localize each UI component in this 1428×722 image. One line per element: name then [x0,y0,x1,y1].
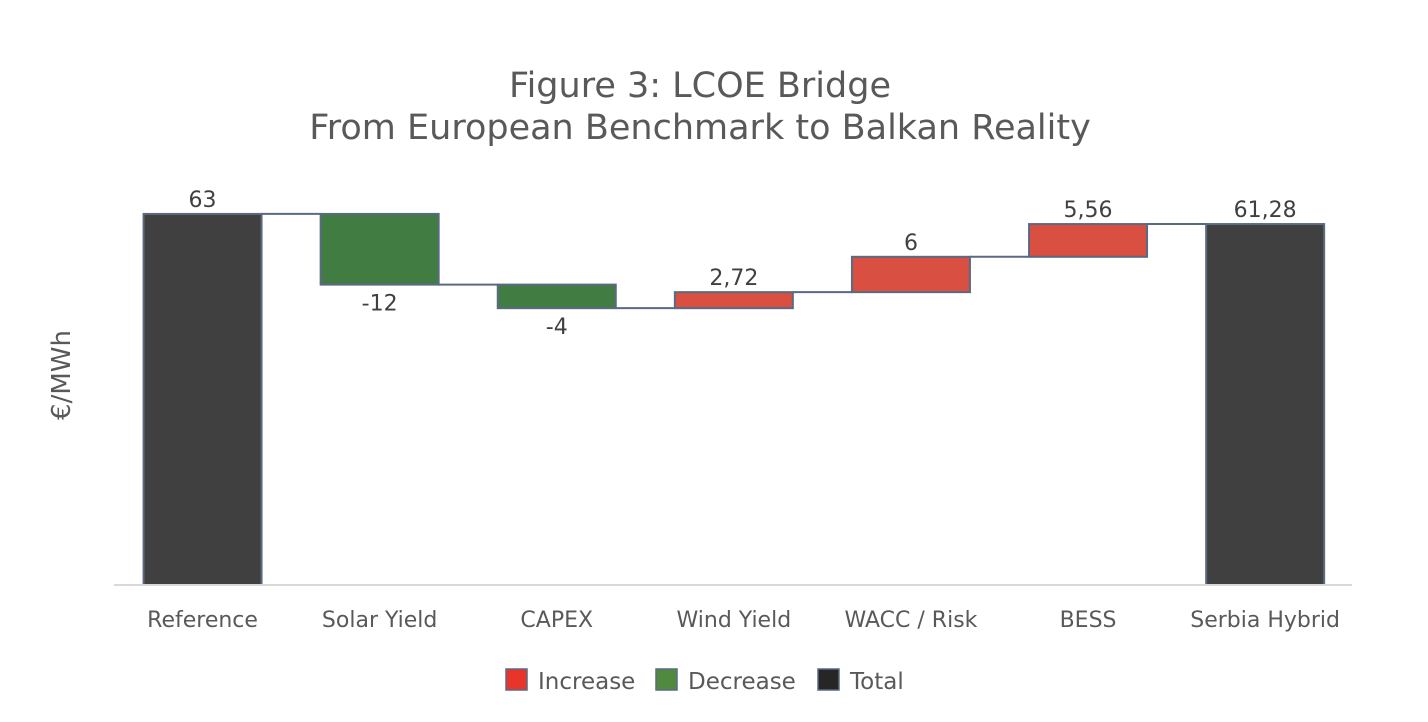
data-label-bess: 5,56 [1064,198,1113,223]
legend-swatch-increase [505,668,528,691]
legend-swatch-decrease [655,668,678,691]
y-axis-label: €/MWh [47,330,77,420]
data-label-wind-yield: 2,72 [709,266,758,291]
bar-bess [1028,223,1149,258]
data-label-wacc-risk: 6 [904,231,918,256]
data-label-solar-yield: -12 [362,292,398,317]
legend-label-total: Total [849,669,904,695]
connector-lines [261,212,1207,310]
bar-reference [142,212,263,586]
data-labels-group: 63 -12 -4 2,72 6 5,56 61,28 [189,188,1297,340]
chart-title: Figure 3: LCOE Bridge [509,66,891,106]
bars-group [142,212,1326,587]
x-tick-wacc-risk: WACC / Risk [844,608,977,633]
bar-wind-yield [673,291,794,310]
x-tick-reference: Reference [147,608,258,633]
bar-serbia-hybrid [1205,223,1326,587]
data-label-capex: -4 [546,315,568,340]
bar-solar-yield [319,212,440,286]
x-tick-wind-yield: Wind Yield [677,608,792,633]
data-label-serbia-hybrid: 61,28 [1234,198,1297,223]
bar-capex [496,283,617,310]
x-tick-capex: CAPEX [520,608,593,633]
legend: Increase Decrease Total [505,668,904,695]
legend-label-increase: Increase [538,669,635,695]
data-label-reference: 63 [189,188,217,213]
bar-wacc-risk [850,255,971,294]
chart-subtitle: From European Benchmark to Balkan Realit… [309,108,1091,148]
x-tick-labels-group: Reference Solar Yield CAPEX Wind Yield WACC … [147,608,1340,633]
legend-swatch-total [817,668,840,691]
x-tick-bess: BESS [1060,608,1117,633]
x-tick-serbia-hybrid: Serbia Hybrid [1190,608,1340,633]
x-tick-solar-yield: Solar Yield [322,608,437,633]
legend-label-decrease: Decrease [688,669,796,695]
